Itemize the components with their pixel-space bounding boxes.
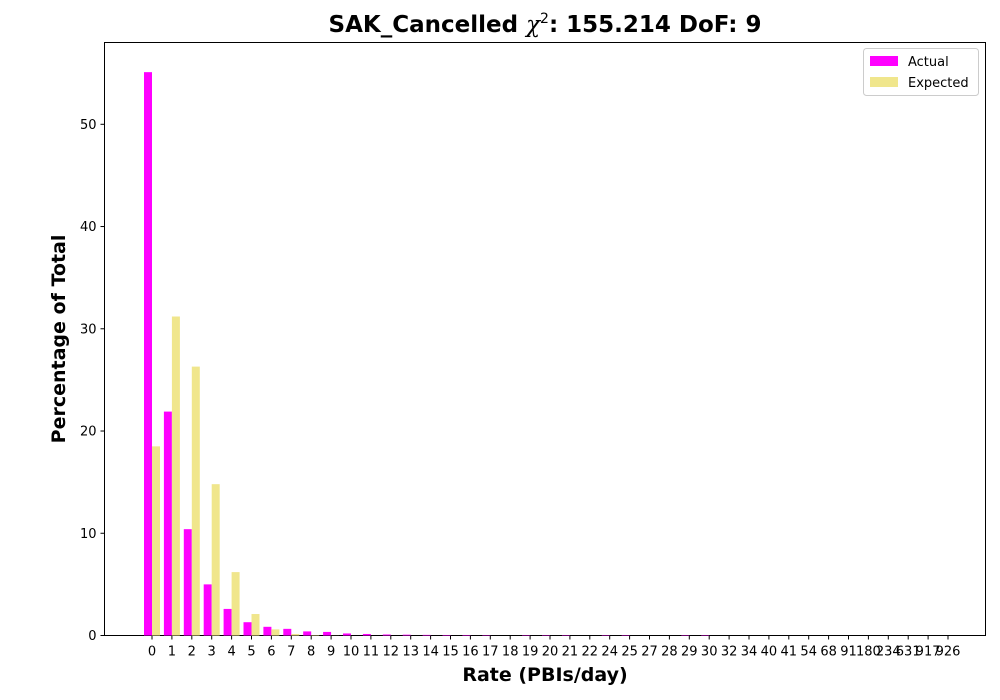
x-tick-label: 6 — [267, 645, 275, 660]
x-tick-label: 917 — [916, 645, 941, 660]
bar-actual-13 — [402, 634, 411, 636]
bar-actual-14 — [422, 634, 431, 636]
legend: Actual Expected — [863, 48, 979, 96]
x-tick-label: 24 — [601, 645, 618, 660]
x-tick-label: 3 — [208, 645, 216, 660]
x-tick-label: 10 — [343, 645, 360, 660]
bar-actual-6 — [263, 626, 272, 636]
x-axis-label: Rate (PBIs/day) — [462, 664, 627, 686]
x-tick-label: 11 — [363, 645, 380, 660]
bar-actual-16 — [462, 634, 471, 636]
y-tick-label: 0 — [88, 629, 96, 644]
x-tick-label: 32 — [721, 645, 738, 660]
x-tick-label: 17 — [482, 645, 499, 660]
x-tick-label: 180 — [856, 645, 881, 660]
y-axis: 0 10 20 30 40 50 — [80, 118, 105, 644]
bars-group — [144, 72, 710, 636]
bar-actual-4 — [223, 608, 232, 636]
bar-actual-2 — [183, 529, 192, 636]
x-tick-label: 1 — [168, 645, 176, 660]
bar-actual-9 — [323, 631, 332, 636]
bar-actual-1 — [163, 411, 172, 636]
bar-actual-15 — [442, 634, 451, 636]
x-tick-label: 234 — [876, 645, 901, 660]
x-tick-label: 0 — [148, 645, 156, 660]
x-tick-label: 29 — [681, 645, 698, 660]
bar-actual-7 — [283, 628, 292, 636]
legend-swatch-actual — [870, 56, 898, 66]
y-tick-label: 20 — [80, 425, 97, 440]
legend-label-expected: Expected — [908, 76, 969, 91]
x-tick-label: 9 — [327, 645, 335, 660]
bar-actual-11 — [362, 633, 371, 636]
bar-actual-0 — [144, 72, 152, 636]
x-tick-label: 27 — [641, 645, 658, 660]
bar-expected-6 — [271, 629, 280, 636]
x-tick-label: 926 — [936, 645, 961, 660]
bar-actual-3 — [203, 584, 212, 636]
x-tick-label: 68 — [820, 645, 837, 660]
y-axis-label: Percentage of Total — [48, 235, 70, 444]
x-tick-label: 22 — [582, 645, 599, 660]
x-tick-label: 19 — [522, 645, 539, 660]
legend-swatch-expected — [870, 77, 898, 87]
x-tick-label: 13 — [402, 645, 419, 660]
legend-label-actual: Actual — [908, 55, 949, 70]
y-tick-label: 10 — [80, 527, 97, 542]
x-tick-label: 21 — [562, 645, 579, 660]
x-tick-label: 41 — [781, 645, 798, 660]
x-tick-label: 4 — [227, 645, 235, 660]
x-tick-label: 631 — [896, 645, 921, 660]
plot-frame — [104, 42, 986, 636]
x-tick-label: 8 — [307, 645, 315, 660]
bar-expected-7 — [291, 633, 300, 636]
y-tick-label: 50 — [80, 118, 97, 133]
bar-expected-0 — [152, 446, 160, 636]
bar-expected-5 — [251, 614, 260, 636]
x-axis: 0 1 2 3 4 5 6 7 8 9 10 11 12 13 14 15 16 17 18 19 20 21 22 24 25… — [148, 635, 961, 660]
bar-actual-8 — [303, 631, 312, 636]
x-tick-label: 2 — [188, 645, 196, 660]
x-tick-label: 54 — [800, 645, 817, 660]
bar-actual-12 — [382, 634, 391, 636]
x-tick-label: 18 — [502, 645, 519, 660]
x-tick-label: 20 — [542, 645, 559, 660]
x-tick-label: 14 — [422, 645, 439, 660]
x-tick-label: 40 — [761, 645, 778, 660]
x-tick-label: 12 — [383, 645, 400, 660]
y-tick-label: 40 — [80, 220, 97, 235]
x-tick-label: 91 — [840, 645, 857, 660]
x-tick-label: 15 — [442, 645, 459, 660]
x-tick-label: 16 — [462, 645, 479, 660]
x-tick-label: 5 — [247, 645, 255, 660]
x-tick-label: 28 — [661, 645, 678, 660]
chart-title: SAK_Cancelled χ2: 155.214 DoF: 9 — [329, 11, 762, 38]
bar-expected-3 — [211, 484, 220, 636]
x-tick-label: 7 — [287, 645, 295, 660]
x-tick-label: 30 — [701, 645, 718, 660]
y-tick-label: 30 — [80, 322, 97, 337]
bar-expected-4 — [231, 572, 240, 636]
bar-actual-5 — [243, 622, 252, 636]
x-tick-label: 34 — [741, 645, 758, 660]
x-tick-label: 25 — [621, 645, 638, 660]
bar-actual-10 — [343, 633, 351, 636]
bar-expected-1 — [171, 316, 180, 636]
bar-expected-2 — [191, 366, 200, 636]
